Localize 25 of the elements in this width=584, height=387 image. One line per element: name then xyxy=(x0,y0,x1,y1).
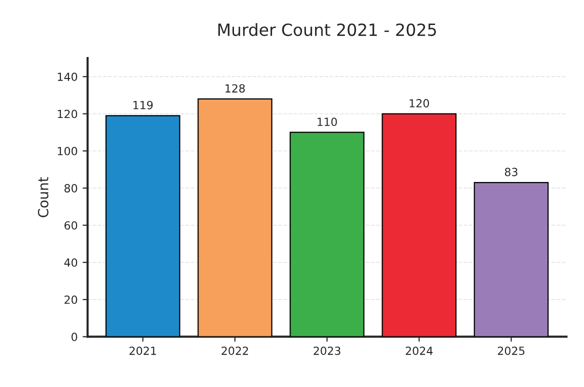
bar xyxy=(382,113,457,337)
chart-title: Murder Count 2021 - 2025 xyxy=(218,23,436,36)
y-tick-label: 0 xyxy=(72,332,78,342)
y-tick-label: 100 xyxy=(58,146,78,156)
data-label: 119 xyxy=(133,100,153,110)
data-label: 83 xyxy=(504,168,518,176)
y-tick-label: 140 xyxy=(58,72,78,82)
data-label: 120 xyxy=(410,99,429,108)
bar xyxy=(474,182,549,337)
y-tick-label: 20 xyxy=(64,296,78,304)
x-tick-label: 2021 xyxy=(130,346,156,356)
x-tick-label: 2023 xyxy=(314,346,340,356)
y-tick-label: 40 xyxy=(64,258,78,267)
x-tick-label: 2022 xyxy=(222,346,248,356)
y-tick-label: 80 xyxy=(64,184,78,192)
x-tick-label: 2025 xyxy=(498,346,524,356)
bar xyxy=(198,98,272,337)
y-axis-title: Count xyxy=(38,177,48,218)
y-tick-label: 60 xyxy=(64,221,78,230)
x-tick-label: 2024 xyxy=(406,346,433,356)
bar xyxy=(105,115,180,337)
data-label: 128 xyxy=(226,84,245,93)
y-tick-label: 120 xyxy=(58,110,78,118)
data-label: 110 xyxy=(318,118,337,126)
bar xyxy=(290,132,364,337)
